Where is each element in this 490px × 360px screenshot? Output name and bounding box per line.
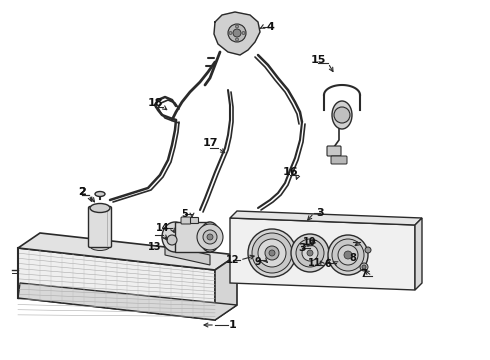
Circle shape xyxy=(236,38,239,41)
Text: 2: 2 xyxy=(78,187,86,197)
Circle shape xyxy=(167,235,177,245)
FancyBboxPatch shape xyxy=(89,207,112,248)
Text: 11: 11 xyxy=(308,258,322,268)
Text: 3: 3 xyxy=(298,243,306,253)
Circle shape xyxy=(307,250,313,256)
FancyBboxPatch shape xyxy=(181,217,191,224)
Circle shape xyxy=(228,24,246,42)
Text: 16: 16 xyxy=(282,167,298,177)
Circle shape xyxy=(233,29,241,37)
Polygon shape xyxy=(175,222,210,252)
Text: 9: 9 xyxy=(255,257,261,267)
Text: 3: 3 xyxy=(316,208,324,218)
FancyBboxPatch shape xyxy=(327,146,341,156)
Circle shape xyxy=(365,247,371,253)
Text: 7: 7 xyxy=(361,269,368,279)
Circle shape xyxy=(332,239,364,271)
Circle shape xyxy=(344,251,352,259)
Circle shape xyxy=(302,245,318,261)
Circle shape xyxy=(291,234,329,272)
Text: 10: 10 xyxy=(303,237,317,247)
Text: 13: 13 xyxy=(148,242,162,252)
Circle shape xyxy=(334,107,350,123)
Text: 17: 17 xyxy=(202,138,218,148)
Text: 18: 18 xyxy=(147,98,163,108)
Circle shape xyxy=(252,233,292,273)
Circle shape xyxy=(236,25,239,28)
FancyBboxPatch shape xyxy=(331,156,347,164)
Polygon shape xyxy=(215,255,237,320)
Text: 12: 12 xyxy=(226,255,240,265)
Ellipse shape xyxy=(162,222,188,252)
Circle shape xyxy=(242,32,245,35)
Circle shape xyxy=(360,263,368,271)
Polygon shape xyxy=(415,218,422,290)
Ellipse shape xyxy=(90,242,110,251)
Ellipse shape xyxy=(90,203,110,212)
Circle shape xyxy=(203,230,217,244)
Circle shape xyxy=(269,250,275,256)
Ellipse shape xyxy=(95,192,105,197)
Circle shape xyxy=(296,239,324,267)
Polygon shape xyxy=(18,233,237,270)
Text: 14: 14 xyxy=(156,223,170,233)
Text: 1: 1 xyxy=(229,320,237,330)
Polygon shape xyxy=(18,283,237,320)
Text: 4: 4 xyxy=(266,22,274,32)
Polygon shape xyxy=(165,245,210,265)
Polygon shape xyxy=(18,248,215,320)
Circle shape xyxy=(328,235,368,275)
Text: 5: 5 xyxy=(182,209,188,219)
Text: 2: 2 xyxy=(78,187,86,197)
Circle shape xyxy=(207,234,213,240)
Circle shape xyxy=(197,224,223,250)
FancyBboxPatch shape xyxy=(191,217,198,224)
Polygon shape xyxy=(214,12,260,55)
Circle shape xyxy=(229,32,232,35)
Ellipse shape xyxy=(332,101,352,129)
Circle shape xyxy=(338,245,358,265)
Circle shape xyxy=(258,239,286,267)
Ellipse shape xyxy=(200,222,220,252)
Text: 6: 6 xyxy=(324,259,331,269)
Text: 15: 15 xyxy=(310,55,326,65)
Circle shape xyxy=(362,265,366,269)
Text: 8: 8 xyxy=(349,253,356,263)
Polygon shape xyxy=(230,218,415,290)
Polygon shape xyxy=(230,211,422,225)
Circle shape xyxy=(248,229,296,277)
Circle shape xyxy=(265,246,279,260)
